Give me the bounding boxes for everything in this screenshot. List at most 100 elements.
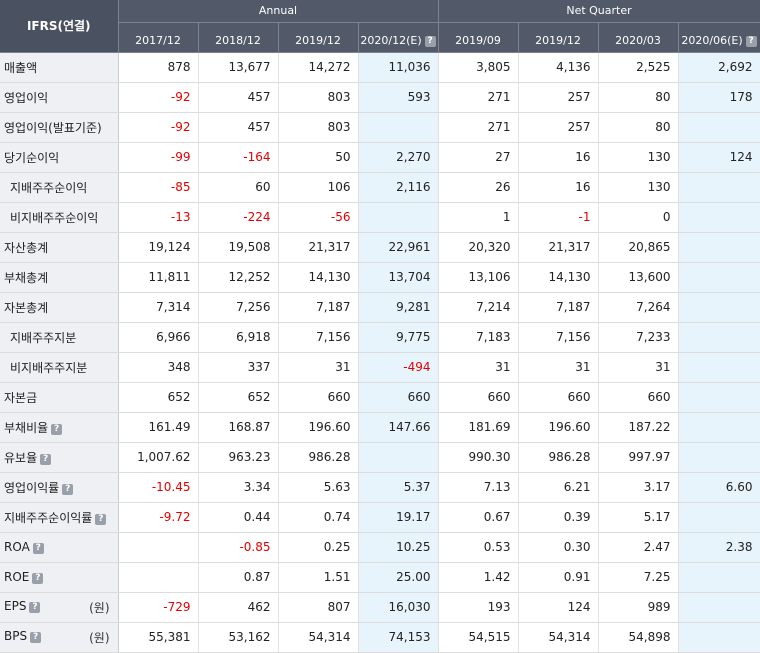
row-label: (원) EPS? <box>0 592 119 623</box>
help-icon[interactable]: ? <box>424 36 436 47</box>
help-icon[interactable]: ? <box>745 36 757 47</box>
help-icon[interactable]: ? <box>30 631 42 643</box>
value-cell: 106 <box>278 172 359 203</box>
value-cell: 130 <box>598 142 679 173</box>
row-label: 비지배주주순이익 <box>0 202 119 233</box>
value-cell: 5.37 <box>358 472 439 503</box>
value-cell: 989 <box>598 592 679 623</box>
value-cell: 25.00 <box>358 562 439 593</box>
value-cell: 5.63 <box>278 472 359 503</box>
row-label: 부채비율? <box>0 412 119 443</box>
value-cell: 271 <box>438 112 519 143</box>
period-label: 2020/12(E) <box>360 34 422 47</box>
value-cell: 20,865 <box>598 232 679 263</box>
table-row: 비지배주주지분 348 337 31 -494 31 31 31 <box>0 352 760 383</box>
value-cell: 60 <box>198 172 279 203</box>
value-cell: 4,136 <box>518 52 599 83</box>
value-cell: 27 <box>438 142 519 173</box>
value-cell: -92 <box>118 112 199 143</box>
help-icon[interactable]: ? <box>95 513 107 525</box>
value-cell: 9,775 <box>358 322 439 353</box>
value-cell: 1 <box>438 202 519 233</box>
value-cell: 3.17 <box>598 472 679 503</box>
value-cell: 55,381 <box>118 622 199 653</box>
value-cell: 16,030 <box>358 592 439 623</box>
value-cell: 1,007.62 <box>118 442 199 473</box>
value-cell: 0.44 <box>198 502 279 533</box>
value-cell: -1 <box>518 202 599 233</box>
value-cell: 803 <box>278 82 359 113</box>
value-cell: 19.17 <box>358 502 439 533</box>
period-label: 2017/12 <box>135 34 181 47</box>
period-label: 2019/09 <box>455 34 501 47</box>
value-cell: 54,898 <box>598 622 679 653</box>
table-row: 부채총계 11,811 12,252 14,130 13,704 13,106 14,130… <box>0 262 760 293</box>
value-cell <box>678 112 760 143</box>
value-cell: 147.66 <box>358 412 439 443</box>
value-cell: 257 <box>518 112 599 143</box>
period-header: 2020/06(E)? <box>678 22 760 53</box>
value-cell: 2.47 <box>598 532 679 563</box>
value-cell: 7,187 <box>278 292 359 323</box>
value-cell: 6,918 <box>198 322 279 353</box>
value-cell: 6.21 <box>518 472 599 503</box>
help-icon[interactable]: ? <box>40 453 52 465</box>
value-cell: 13,600 <box>598 262 679 293</box>
table-row: 자산총계 19,124 19,508 21,317 22,961 20,320 21,317… <box>0 232 760 263</box>
help-icon[interactable]: ? <box>29 601 41 613</box>
value-cell: 660 <box>598 382 679 413</box>
period-header: 2019/09 <box>438 22 519 53</box>
value-cell: 652 <box>118 382 199 413</box>
value-cell: 196.60 <box>278 412 359 443</box>
table-row: 자본금 652 652 660 660 660 660 660 <box>0 382 760 413</box>
value-cell: -85 <box>118 172 199 203</box>
table-row: 영업이익(발표기준) -92 457 803 271 257 80 <box>0 112 760 143</box>
period-header: 2020/12(E)? <box>358 22 439 53</box>
help-icon[interactable]: ? <box>32 543 44 554</box>
table-row: (원) EPS? -729 462 807 16,030 193 124 989 <box>0 592 760 623</box>
value-cell <box>678 262 760 293</box>
value-cell <box>678 442 760 473</box>
value-cell: 2,692 <box>678 52 760 83</box>
value-cell: 181.69 <box>438 412 519 443</box>
value-cell: 660 <box>518 382 599 413</box>
help-icon[interactable]: ? <box>62 483 74 495</box>
unit-label: (원) <box>89 630 110 645</box>
value-cell: 462 <box>198 592 279 623</box>
value-cell: 0.30 <box>518 532 599 563</box>
value-cell: 5.17 <box>598 502 679 533</box>
value-cell: 7,214 <box>438 292 519 323</box>
value-cell: 16 <box>518 172 599 203</box>
table-row: 영업이익 -92 457 803 593 271 257 80 178 <box>0 82 760 113</box>
value-cell: 80 <box>598 82 679 113</box>
value-cell: 178 <box>678 82 760 113</box>
value-cell: 2,116 <box>358 172 439 203</box>
unit-label: (원) <box>89 600 110 615</box>
value-cell: 0.53 <box>438 532 519 563</box>
value-cell: 7,156 <box>518 322 599 353</box>
table-row: 영업이익률? -10.45 3.34 5.63 5.37 7.13 6.21 3.17 6.60 <box>0 472 760 503</box>
annual-group-header: Annual <box>118 0 439 23</box>
period-header: 2019/12 <box>518 22 599 53</box>
value-cell: 7,233 <box>598 322 679 353</box>
row-label-text: 당기순이익 <box>4 150 60 165</box>
value-cell: 807 <box>278 592 359 623</box>
value-cell: 457 <box>198 112 279 143</box>
help-icon[interactable]: ? <box>32 573 44 584</box>
value-cell: 2,270 <box>358 142 439 173</box>
value-cell <box>678 622 760 653</box>
value-cell <box>678 292 760 323</box>
row-label: ROA? <box>0 532 119 563</box>
table-row: 지배주주순이익률? -9.72 0.44 0.74 19.17 0.67 0.39 5.17 <box>0 502 760 533</box>
value-cell <box>358 202 439 233</box>
row-label: 유보율? <box>0 442 119 473</box>
help-icon[interactable]: ? <box>51 423 63 435</box>
row-label: 부채총계 <box>0 262 119 293</box>
value-cell: 7,314 <box>118 292 199 323</box>
row-label-text: 지배주주순이익률 <box>4 510 93 525</box>
value-cell: 53,162 <box>198 622 279 653</box>
row-label-text: 비지배주주지분 <box>10 360 88 375</box>
table-row: 부채비율? 161.49 168.87 196.60 147.66 181.69 196.6… <box>0 412 760 443</box>
value-cell: 14,130 <box>278 262 359 293</box>
value-cell: 161.49 <box>118 412 199 443</box>
